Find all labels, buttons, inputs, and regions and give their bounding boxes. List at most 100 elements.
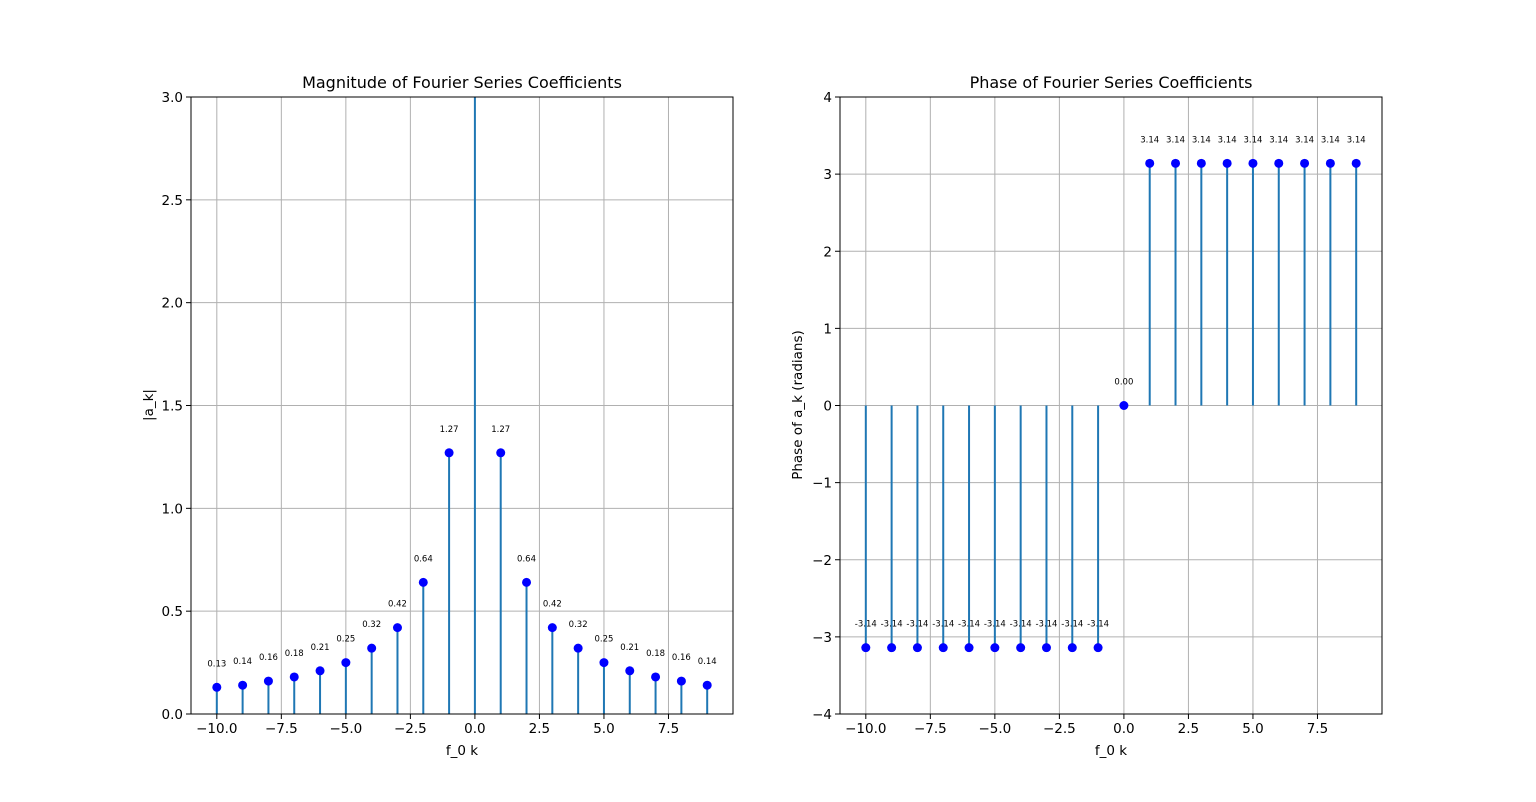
phase-chart: Phase of Fourier Series Coefficients f_0… bbox=[790, 73, 1383, 759]
magnitude-point-label: 0.21 bbox=[620, 643, 639, 653]
magnitude-marker bbox=[392, 623, 402, 633]
phase-x-tick-label: −2.5 bbox=[1043, 721, 1076, 737]
magnitude-marker bbox=[289, 672, 299, 682]
phase-x-tick-label: 2.5 bbox=[1178, 721, 1199, 737]
phase-point-label: -3.14 bbox=[984, 620, 1006, 630]
magnitude-marker bbox=[547, 623, 557, 633]
phase-x-tick-label: −5.0 bbox=[978, 721, 1011, 737]
magnitude-marker bbox=[263, 676, 273, 686]
magnitude-y-tick-label: 3.0 bbox=[162, 90, 183, 106]
phase-marker bbox=[1222, 158, 1232, 168]
magnitude-chart: Magnitude of Fourier Series Coefficients… bbox=[141, 73, 734, 759]
phase-x-axis-label: f_0 k bbox=[1095, 743, 1127, 759]
magnitude-markers bbox=[212, 448, 712, 692]
magnitude-x-tick-label: −7.5 bbox=[265, 721, 298, 737]
phase-marker bbox=[887, 643, 897, 653]
magnitude-point-label: 0.16 bbox=[259, 653, 278, 663]
magnitude-y-tick-label: 1.5 bbox=[162, 399, 183, 415]
phase-marker bbox=[1093, 643, 1103, 653]
phase-marker bbox=[964, 643, 974, 653]
magnitude-marker bbox=[522, 577, 532, 587]
phase-point-label: -3.14 bbox=[958, 620, 980, 630]
phase-ticks: −10.0 −7.5 −5.0 −2.5 0.0 2.5 5.0 7.5 −4 −3 −2 −1 0 1 2… bbox=[812, 90, 1328, 737]
magnitude-marker bbox=[702, 680, 712, 690]
magnitude-point-labels: 0.13 0.14 0.16 0.18 0.21 0.25 0.32 0.42 0.64 1.27… bbox=[207, 425, 716, 669]
magnitude-y-tick-label: 2.5 bbox=[162, 193, 183, 209]
magnitude-point-label: 0.13 bbox=[207, 659, 226, 669]
phase-marker bbox=[938, 643, 948, 653]
phase-y-tick-label: 3 bbox=[823, 167, 832, 183]
magnitude-stems bbox=[215, 97, 709, 714]
magnitude-y-tick-label: 1.0 bbox=[162, 501, 183, 517]
magnitude-point-label: 1.27 bbox=[440, 425, 459, 435]
phase-point-label: 3.14 bbox=[1295, 135, 1314, 145]
phase-marker bbox=[1300, 158, 1310, 168]
phase-plot-frame bbox=[839, 96, 1383, 715]
magnitude-plot-frame bbox=[190, 96, 734, 715]
phase-marker bbox=[861, 643, 871, 653]
phase-marker bbox=[1145, 158, 1155, 168]
phase-marker bbox=[912, 643, 922, 653]
phase-marker bbox=[1274, 158, 1284, 168]
magnitude-marker bbox=[418, 577, 428, 587]
magnitude-point-label: 0.64 bbox=[414, 554, 433, 564]
phase-point-label: -3.14 bbox=[1061, 620, 1083, 630]
magnitude-point-label: 1.27 bbox=[491, 425, 510, 435]
magnitude-y-tick-label: 0.0 bbox=[162, 707, 183, 723]
phase-point-label: 3.14 bbox=[1166, 135, 1185, 145]
phase-point-label: -3.14 bbox=[1035, 620, 1057, 630]
phase-point-labels: -3.14 -3.14 -3.14 -3.14 -3.14 -3.14 -3.14 -3.14… bbox=[855, 135, 1366, 629]
phase-point-label: -3.14 bbox=[906, 620, 928, 630]
phase-y-axis-label: Phase of a_k (radians) bbox=[790, 330, 806, 480]
magnitude-point-label: 0.14 bbox=[233, 657, 252, 667]
magnitude-x-tick-label: −2.5 bbox=[394, 721, 427, 737]
phase-marker bbox=[1351, 158, 1361, 168]
phase-point-label: -3.14 bbox=[932, 620, 954, 630]
phase-marker bbox=[1248, 158, 1258, 168]
phase-point-label: 3.14 bbox=[1347, 135, 1366, 145]
magnitude-point-label: 0.32 bbox=[362, 620, 381, 630]
magnitude-marker bbox=[496, 448, 506, 458]
phase-y-tick-label: −4 bbox=[812, 707, 832, 723]
phase-point-label: 3.14 bbox=[1269, 135, 1288, 145]
magnitude-x-tick-label: −10.0 bbox=[196, 721, 237, 737]
magnitude-marker bbox=[651, 672, 661, 682]
phase-y-tick-label: −1 bbox=[812, 476, 832, 492]
phase-point-label: -3.14 bbox=[855, 620, 877, 630]
phase-point-label: 3.14 bbox=[1140, 135, 1159, 145]
magnitude-marker bbox=[315, 666, 325, 676]
magnitude-y-axis-label: |a_k| bbox=[141, 389, 157, 421]
magnitude-point-label: 0.25 bbox=[594, 635, 613, 645]
phase-x-tick-label: 0.0 bbox=[1113, 721, 1134, 737]
magnitude-marker bbox=[367, 643, 377, 653]
magnitude-marker bbox=[573, 643, 583, 653]
magnitude-marker bbox=[444, 448, 454, 458]
phase-point-label: 3.14 bbox=[1243, 135, 1262, 145]
phase-point-label: -3.14 bbox=[1087, 620, 1109, 630]
magnitude-point-label: 0.18 bbox=[285, 649, 304, 659]
magnitude-chart-title: Magnitude of Fourier Series Coefficients bbox=[302, 73, 622, 92]
magnitude-y-tick-label: 0.5 bbox=[162, 604, 183, 620]
phase-stems bbox=[864, 163, 1358, 648]
magnitude-marker bbox=[238, 680, 248, 690]
magnitude-point-label: 0.16 bbox=[672, 653, 691, 663]
magnitude-point-label: 0.14 bbox=[698, 657, 717, 667]
phase-x-tick-label: −7.5 bbox=[914, 721, 947, 737]
magnitude-point-label: 0.64 bbox=[517, 554, 536, 564]
magnitude-x-tick-label: 2.5 bbox=[529, 721, 550, 737]
magnitude-marker bbox=[676, 676, 686, 686]
magnitude-y-tick-label: 2.0 bbox=[162, 296, 183, 312]
magnitude-x-tick-label: 7.5 bbox=[658, 721, 679, 737]
phase-y-tick-label: 4 bbox=[823, 90, 832, 106]
phase-x-tick-label: 5.0 bbox=[1242, 721, 1263, 737]
phase-markers bbox=[861, 158, 1361, 653]
phase-point-label: 3.14 bbox=[1192, 135, 1211, 145]
magnitude-x-tick-label: 5.0 bbox=[593, 721, 614, 737]
phase-x-tick-label: 7.5 bbox=[1307, 721, 1328, 737]
phase-y-tick-label: −3 bbox=[812, 630, 832, 646]
phase-x-tick-label: −10.0 bbox=[845, 721, 886, 737]
magnitude-point-label: 0.18 bbox=[646, 649, 665, 659]
phase-y-tick-label: 0 bbox=[823, 399, 832, 415]
